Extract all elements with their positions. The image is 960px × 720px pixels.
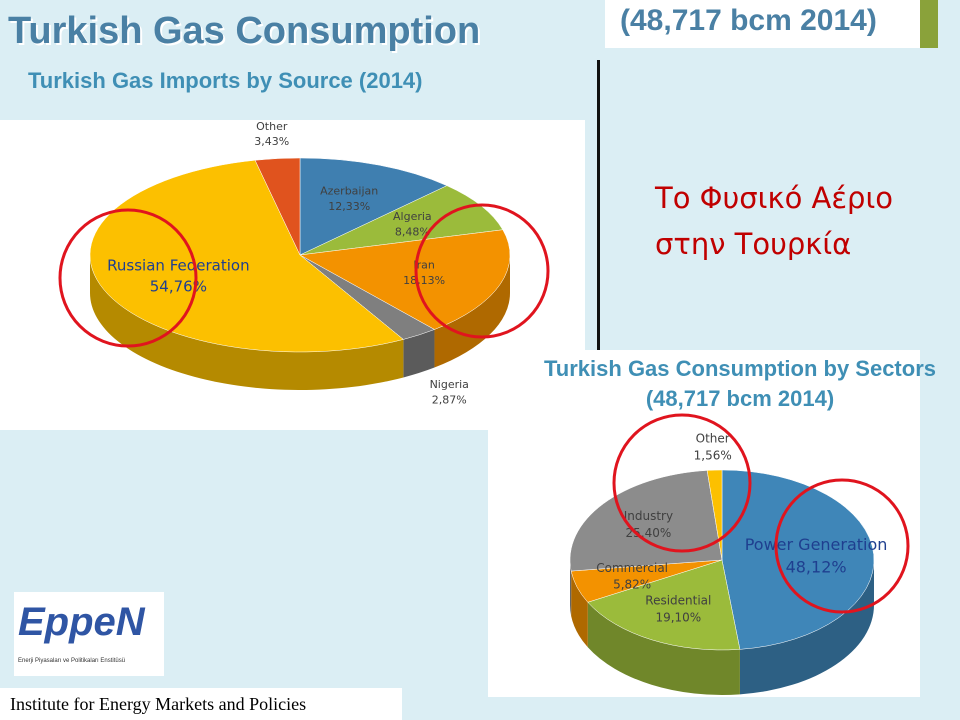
pie-side xyxy=(90,255,404,390)
slice-label: Residential xyxy=(645,594,711,608)
slice-value-label: 19,10% xyxy=(655,610,701,624)
slice-label: Power Generation xyxy=(745,535,888,554)
slice-value-label: 12,33% xyxy=(328,200,370,213)
divider xyxy=(597,60,600,350)
header-subtitle: (48,717 bcm 2014) xyxy=(620,4,877,37)
slice-value-label: 48,12% xyxy=(786,557,847,576)
greek-title: Το Φυσικό Αέριο στην Τουρκία xyxy=(655,181,894,261)
logo-subtitle: Enerji Piyasaları ve Politikaları Enstit… xyxy=(18,658,126,664)
slice-label: Nigeria xyxy=(430,378,469,391)
slice-label: Industry xyxy=(624,509,673,523)
header-title: Turkish Gas Consumption xyxy=(8,10,481,52)
slice-value-label: 3,43% xyxy=(254,135,289,148)
slice-label: Algeria xyxy=(393,210,432,223)
highlights xyxy=(58,203,910,614)
chart-title: Turkish Gas Consumption by Sectors (48,7… xyxy=(544,356,936,411)
pie-side xyxy=(571,571,588,648)
slice-value-label: 2,87% xyxy=(432,393,467,406)
pie-slice xyxy=(721,469,875,650)
slice-value-label: 18,13% xyxy=(403,274,445,287)
footer: Institute for Energy Markets and Policie… xyxy=(0,688,402,720)
pie-layer: Azerbaijan 12,33% Algeria 8,48% Iran 18,13% Ni… xyxy=(89,120,888,695)
slice-label: Commercial xyxy=(596,561,668,575)
highlight-circle xyxy=(414,203,550,339)
slice-value-label: 54,76% xyxy=(150,277,207,295)
highlight-circle xyxy=(58,208,198,348)
pie-slice xyxy=(254,157,301,256)
slice-label: Azerbaijan xyxy=(320,185,378,198)
pie-side xyxy=(403,329,435,378)
slice-label: Russian Federation xyxy=(107,256,249,274)
slice-value-label: 8,48% xyxy=(395,225,430,238)
pie-slice xyxy=(569,470,723,572)
highlight-circle xyxy=(612,413,752,553)
pie-side xyxy=(587,602,740,695)
header-box xyxy=(605,0,938,48)
chart-title: Turkish Gas Imports by Source (2014) xyxy=(28,68,423,93)
slice-value-label: 1,56% xyxy=(694,449,732,463)
header-accent xyxy=(920,0,938,48)
logo-text: EppeN xyxy=(18,600,145,644)
slice-label: Other xyxy=(256,120,288,133)
slice-label: Other xyxy=(696,432,730,446)
pie-slice xyxy=(706,469,723,561)
pie-side xyxy=(739,560,874,695)
slice-value-label: 5,82% xyxy=(613,578,651,592)
pie-slice xyxy=(587,559,741,651)
pie-side xyxy=(570,560,572,617)
pie-slice xyxy=(299,229,511,330)
pie-slice xyxy=(299,157,448,256)
highlight-circle xyxy=(774,478,910,614)
pie-slice xyxy=(89,159,404,353)
slice-label: Iran xyxy=(413,258,435,271)
slice-value-label: 25,40% xyxy=(626,526,672,540)
logo-box: EppeN Enerji Piyasaları ve Politikaları … xyxy=(14,592,164,676)
pie-side xyxy=(434,255,510,368)
